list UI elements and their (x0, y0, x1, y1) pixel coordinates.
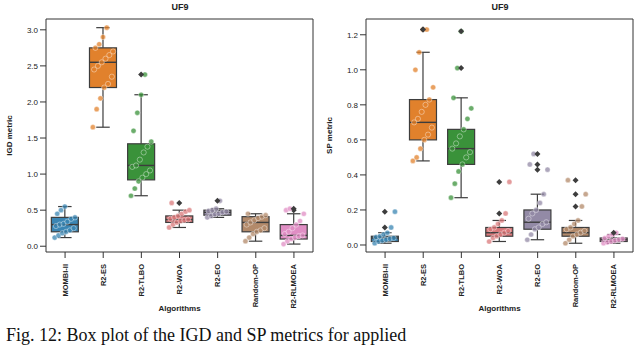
svg-text:1.2: 1.2 (347, 31, 359, 40)
svg-text:0.0: 0.0 (347, 241, 359, 250)
svg-text:R2-WOA: R2-WOA (495, 263, 504, 294)
svg-text:1.0: 1.0 (27, 170, 39, 179)
svg-text:R2-TLBO: R2-TLBO (137, 264, 146, 297)
svg-text:MOMBI-II: MOMBI-II (381, 264, 390, 297)
svg-text:R2-EO: R2-EO (533, 264, 542, 287)
svg-text:R2-ES: R2-ES (419, 264, 428, 286)
svg-text:R2-WOA: R2-WOA (175, 263, 184, 294)
svg-text:R2-ES: R2-ES (99, 264, 108, 286)
svg-text:1.5: 1.5 (27, 134, 39, 143)
svg-text:0.0: 0.0 (27, 242, 39, 251)
svg-text:0.5: 0.5 (27, 206, 39, 215)
svg-text:0.8: 0.8 (347, 101, 359, 110)
svg-text:R2-RLMOEA: R2-RLMOEA (289, 263, 298, 308)
svg-text:Algorithms: Algorithms (478, 304, 521, 313)
svg-text:1.0: 1.0 (347, 66, 359, 75)
svg-text:R2-EO: R2-EO (213, 264, 222, 287)
html-text:Fig. 12: Box plot of the IGD a: Fig. 12: Box plot of the IGD and SP metr… (6, 325, 407, 345)
svg-text:R2-TLBO: R2-TLBO (457, 264, 466, 297)
svg-text:Random-OP: Random-OP (571, 264, 580, 307)
svg-text:2.0: 2.0 (27, 98, 39, 107)
svg-text:Algorithms: Algorithms (158, 304, 201, 313)
svg-text:0.4: 0.4 (347, 171, 359, 180)
html-text:UF9: UF9 (171, 2, 189, 12)
svg-text:0.6: 0.6 (347, 136, 359, 145)
svg-text:SP metric: SP metric (325, 117, 334, 154)
svg-text:0.2: 0.2 (347, 206, 359, 215)
html-text:UF9: UF9 (491, 2, 509, 12)
svg-text:Random-OP: Random-OP (251, 264, 260, 307)
svg-text:MOMBI-II: MOMBI-II (61, 264, 70, 297)
svg-text:2.5: 2.5 (27, 62, 39, 71)
svg-text:R2-RLMOEA: R2-RLMOEA (609, 263, 618, 308)
svg-text:IGD metric: IGD metric (8, 115, 14, 156)
svg-text:3.0: 3.0 (27, 26, 39, 35)
